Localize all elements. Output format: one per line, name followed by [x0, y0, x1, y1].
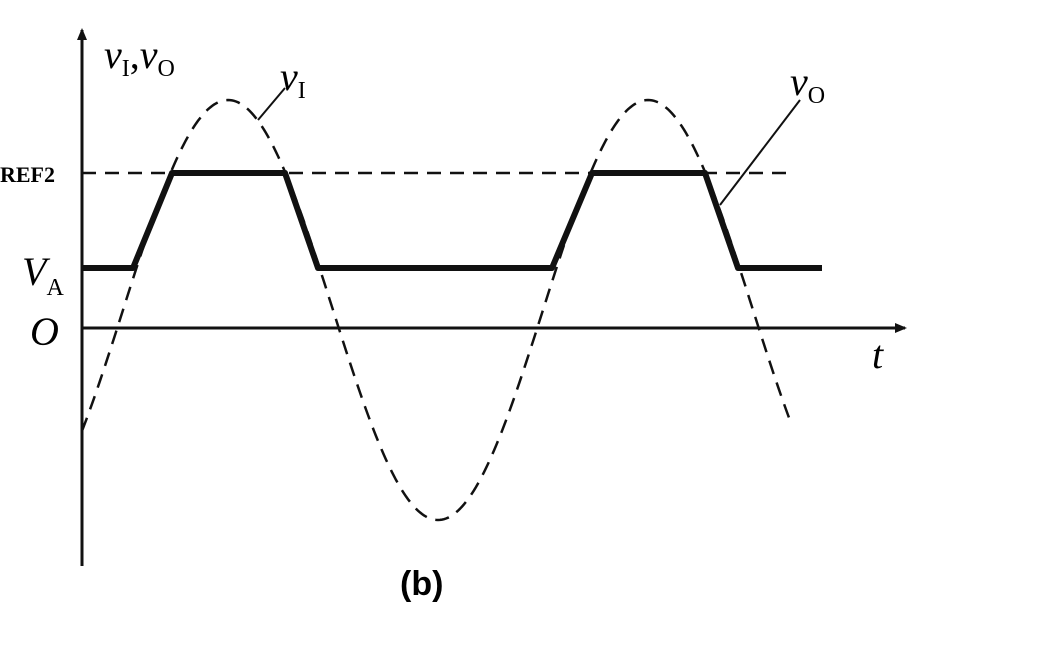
y-axis-label: vI,vO [104, 32, 175, 82]
caption: (b) [400, 565, 443, 603]
x-axis-label: t [872, 332, 884, 377]
origin-label: O [30, 309, 59, 354]
input-leader [257, 87, 286, 121]
input-label: vI [280, 54, 306, 104]
vref2-label: REF2 [0, 162, 55, 187]
output-label: vO [790, 59, 825, 109]
input-curve [80, 98, 794, 522]
output-curve [82, 170, 822, 271]
va-label: VA [22, 249, 64, 301]
output-leader [719, 99, 801, 206]
